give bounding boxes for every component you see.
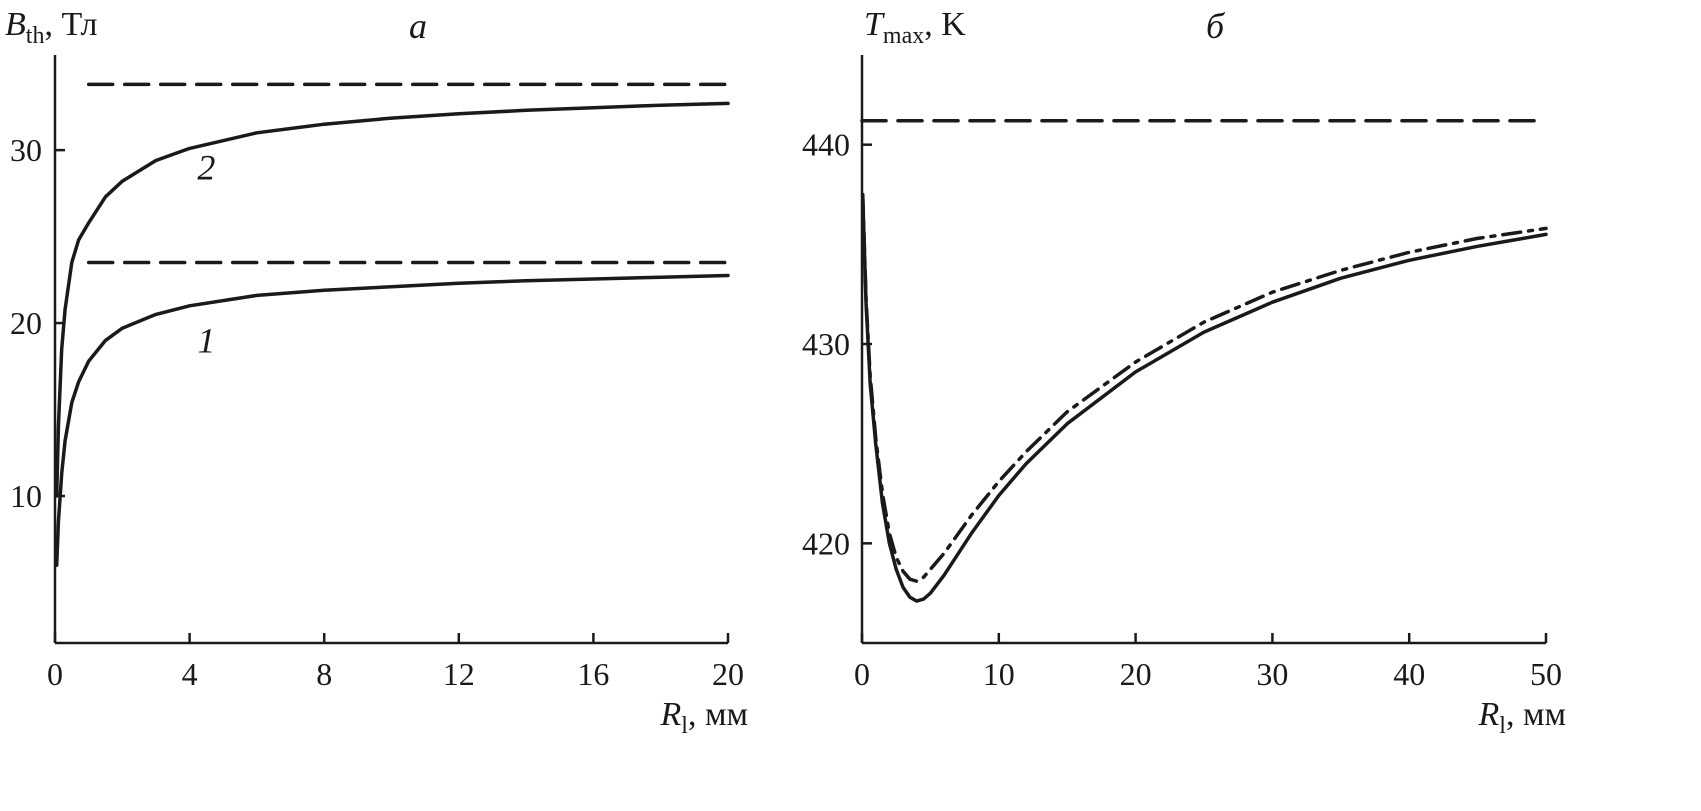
x-axis-unit: , мм [1506, 696, 1566, 733]
y-tick-label: 20 [10, 305, 42, 341]
y-tick-label: 430 [802, 326, 850, 362]
x-axis-symbol: R [660, 696, 682, 733]
x-tick-label: 20 [1120, 656, 1152, 692]
x-axis-symbol: R [1478, 696, 1500, 733]
y-axis-symbol: T [864, 6, 885, 43]
curve-label-2: 2 [197, 147, 215, 187]
y-tick-label: 10 [10, 478, 42, 514]
y-axis-subscript: max [883, 23, 924, 49]
panel-letter: б [1206, 6, 1226, 46]
curve-label-1: 1 [197, 320, 215, 360]
x-tick-label: 30 [1256, 656, 1288, 692]
panel-b: 0 10 20 30 40 50 420 430 440 б Tmax, K Rl, мм [802, 6, 1566, 739]
y-axis-title: Bth, Тл [5, 6, 98, 49]
x-tick-label: 12 [443, 656, 475, 692]
x-tick-label: 16 [577, 656, 609, 692]
x-tick-label: 20 [712, 656, 744, 692]
x-axis-unit: , мм [688, 696, 748, 733]
y-axis-subscript: th [26, 23, 45, 49]
x-axis-title: Rl, мм [1478, 696, 1566, 739]
series-2-line [54, 101, 730, 498]
series-dashdot-line [860, 192, 1548, 583]
series-solid-line [860, 192, 1548, 603]
x-tick-label: 8 [316, 656, 332, 692]
y-tick-label: 440 [802, 127, 850, 163]
x-axis-title: Rl, мм [660, 696, 748, 739]
y-axis-symbol: B [5, 6, 26, 43]
x-axis-subscript: l [1499, 713, 1506, 739]
x-tick-label: 0 [47, 656, 63, 692]
x-tick-label: 0 [854, 656, 870, 692]
x-tick-label: 50 [1530, 656, 1562, 692]
panel-letter: а [409, 6, 427, 46]
x-axis-subscript: l [681, 713, 688, 739]
y-axis-unit: , Тл [44, 6, 97, 43]
x-tick-label: 4 [182, 656, 198, 692]
x-tick-label: 40 [1393, 656, 1425, 692]
y-axis-title: Tmax, K [864, 6, 966, 49]
y-axis-unit: , K [924, 6, 966, 43]
y-tick-label: 30 [10, 132, 42, 168]
x-tick-label: 10 [983, 656, 1015, 692]
y-tick-label: 420 [802, 525, 850, 561]
series-1-line [54, 273, 730, 567]
